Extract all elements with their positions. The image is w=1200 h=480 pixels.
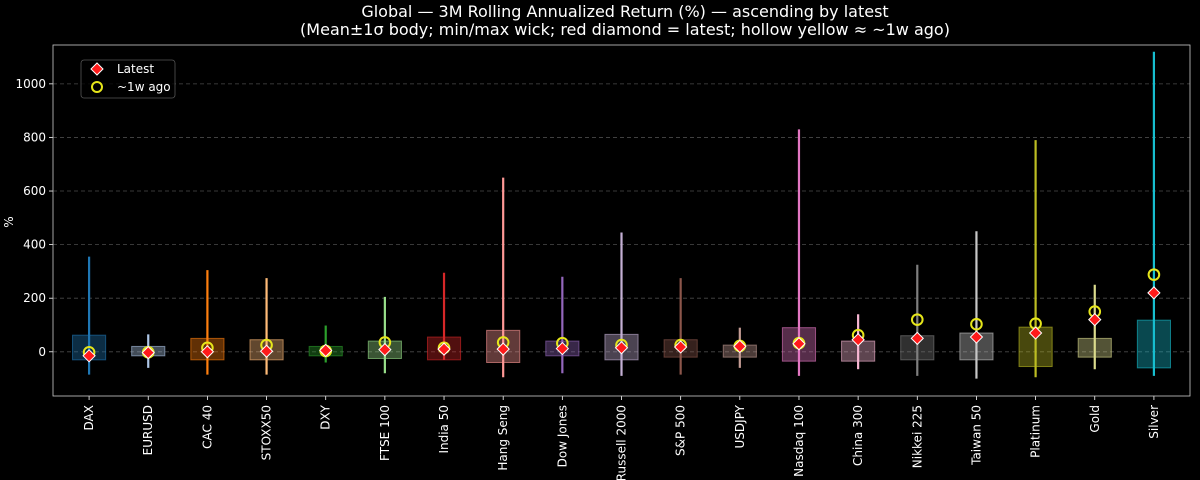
x-tick-label: DAX xyxy=(82,405,96,430)
latest-marker xyxy=(792,337,806,351)
latest-marker xyxy=(378,342,392,357)
week-ago-marker xyxy=(970,317,983,331)
x-tick-label: India 50 xyxy=(437,405,451,454)
legend-week-ago-label: ~1w ago xyxy=(117,80,171,94)
y-tick-label: 400 xyxy=(23,238,46,252)
legend-box xyxy=(80,59,176,99)
x-tick-label: CAC 40 xyxy=(200,405,214,449)
y-tick-label: 1000 xyxy=(15,77,46,91)
x-tick-label: China 300 xyxy=(851,405,865,466)
latest-marker xyxy=(1147,286,1161,300)
week-ago-marker xyxy=(910,313,924,326)
x-tick-label: Nikkei 225 xyxy=(910,405,924,468)
latest-marker xyxy=(82,349,96,363)
latest-marker xyxy=(851,333,865,347)
latest-marker xyxy=(673,340,688,354)
latest-marker xyxy=(496,342,510,356)
x-tick-label: STOXX50 xyxy=(260,405,274,460)
axes-frame xyxy=(52,44,1191,397)
legend-latest-icon xyxy=(90,62,104,76)
latest-marker xyxy=(733,339,747,354)
x-tick-label: Gold xyxy=(1088,405,1102,433)
x-tick-label: DXY xyxy=(319,404,333,429)
latest-marker xyxy=(141,345,155,360)
x-tick-label: S&P 500 xyxy=(674,405,688,456)
x-tick-label: FTSE 100 xyxy=(378,405,392,461)
week-ago-marker xyxy=(1147,268,1161,281)
x-tick-label: Platinum xyxy=(1029,405,1043,458)
x-tick-label: Russell 2000 xyxy=(615,405,629,480)
x-tick-label: Hang Seng xyxy=(496,405,510,471)
mean-sd-body xyxy=(1136,319,1171,369)
x-tick-label: EURUSD xyxy=(141,405,155,455)
latest-marker xyxy=(1088,312,1102,327)
y-axis-label: % xyxy=(2,216,16,227)
legend-week-ago-icon xyxy=(91,81,103,93)
x-tick-label: Taiwan 50 xyxy=(969,405,983,466)
latest-marker xyxy=(437,342,451,356)
plot-area: 0 200 400 600 800 1000 DAX EURUSD CAC 40 STOXX50 D… xyxy=(15,44,1191,480)
latest-marker xyxy=(555,341,570,356)
latest-marker xyxy=(910,331,924,346)
y-tick-label: 800 xyxy=(23,130,46,144)
x-tick-label: USDJPY xyxy=(733,404,747,448)
y-tick-label: 200 xyxy=(23,291,46,305)
latest-marker xyxy=(200,345,215,359)
y-tick-label: 600 xyxy=(23,184,46,198)
y-tick-label: 0 xyxy=(38,345,46,359)
x-tick-label: Silver xyxy=(1147,405,1161,439)
latest-marker xyxy=(259,344,274,358)
legend-latest-label: Latest xyxy=(117,62,154,76)
chart-title: Global — 3M Rolling Annualized Return (%… xyxy=(361,2,888,21)
latest-marker xyxy=(969,330,984,344)
latest-marker xyxy=(1028,326,1043,340)
x-tick-label: Nasdaq 100 xyxy=(792,405,806,477)
mean-sd-body xyxy=(1077,337,1112,358)
x-tick-label: Dow Jones xyxy=(555,405,569,467)
latest-marker xyxy=(319,343,333,358)
latest-marker xyxy=(614,341,629,355)
chart-subtitle: (Mean±1σ body; min/max wick; red diamond… xyxy=(300,20,950,39)
